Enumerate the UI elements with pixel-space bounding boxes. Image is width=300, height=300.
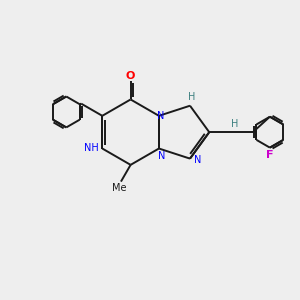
Text: Me: Me xyxy=(112,183,127,193)
Text: N: N xyxy=(157,111,164,121)
Text: O: O xyxy=(126,71,135,81)
Text: N: N xyxy=(158,151,165,161)
Text: H: H xyxy=(188,92,195,102)
Text: NH: NH xyxy=(84,142,98,153)
Text: H: H xyxy=(231,119,239,129)
Text: N: N xyxy=(194,155,201,165)
Text: F: F xyxy=(266,150,274,160)
